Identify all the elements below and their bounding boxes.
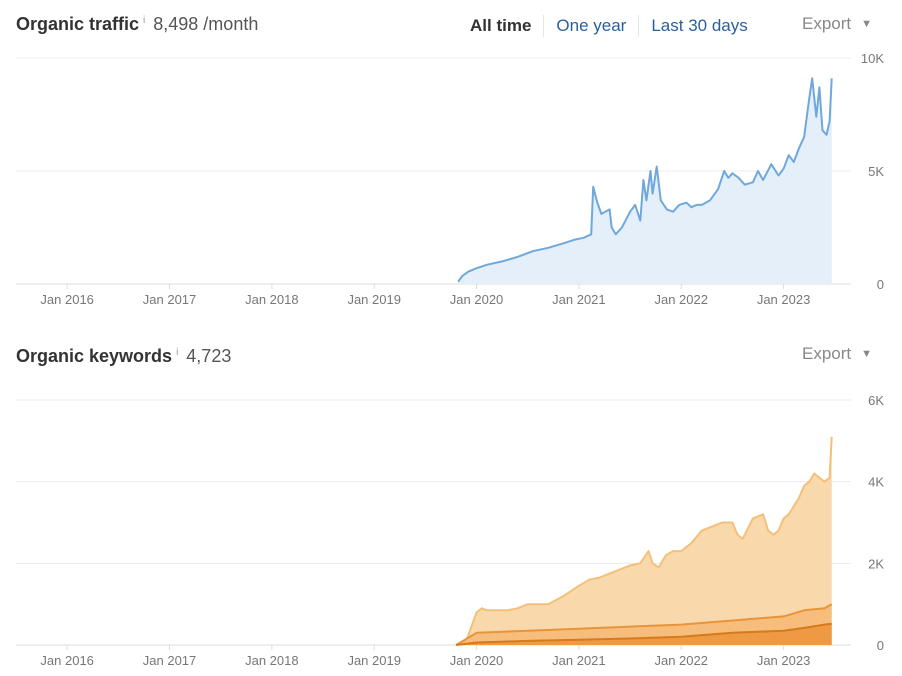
keywords-x-tick: Jan 2022: [654, 653, 708, 668]
keywords-info-icon[interactable]: i: [176, 346, 179, 358]
traffic-series-0-line: [457, 77, 833, 283]
keywords-series-0-line: [455, 436, 833, 646]
traffic-export-label: Export: [802, 14, 852, 33]
traffic-value: 8,498 /month: [153, 13, 259, 34]
traffic-y-tick: 10K: [861, 51, 884, 66]
tab-all-time[interactable]: All time: [470, 16, 532, 35]
traffic-info-icon[interactable]: i: [143, 14, 146, 26]
traffic-x-tick: Jan 2022: [654, 292, 708, 307]
traffic-x-tick: Jan 2019: [347, 292, 401, 307]
keywords-x-tick: Jan 2020: [450, 653, 504, 668]
traffic-x-tick: Jan 2021: [552, 292, 606, 307]
traffic-title: Organic traffic: [16, 13, 140, 34]
traffic-y-tick: 5K: [868, 164, 884, 179]
traffic-x-tick: Jan 2023: [757, 292, 811, 307]
traffic-series-0-area: [458, 78, 832, 284]
keywords-y-tick: 4K: [868, 475, 884, 490]
keywords-value: 4,723: [186, 345, 232, 366]
keywords-y-tick: 0: [877, 638, 884, 653]
keywords-x-tick: Jan 2023: [757, 653, 811, 668]
keywords-x-tick: Jan 2016: [40, 653, 94, 668]
traffic-x-tick: Jan 2018: [245, 292, 299, 307]
traffic-chart: 0 5K 10K Jan 2016 Jan 2017 Jan 2018 Jan 2019 Ja…: [16, 51, 884, 307]
traffic-y-tick: 0: [877, 277, 884, 292]
keywords-series-0-area: [456, 436, 832, 645]
keywords-x-tick: Jan 2017: [143, 653, 197, 668]
keywords-x-tick: Jan 2018: [245, 653, 299, 668]
keywords-series-2-area: [456, 623, 832, 645]
keywords-export-label: Export: [802, 344, 852, 363]
traffic-x-tick: Jan 2020: [450, 292, 504, 307]
keywords-x-tick: Jan 2019: [347, 653, 401, 668]
keywords-export-button[interactable]: Export ▼: [802, 344, 872, 364]
traffic-export-button[interactable]: Export ▼: [802, 14, 872, 34]
keywords-series-1-line: [455, 603, 833, 646]
keywords-header: Organic keywords i 4,723: [16, 342, 231, 370]
keywords-y-tick: 6K: [868, 393, 884, 408]
keywords-title: Organic keywords: [16, 345, 173, 366]
tab-last-30-days[interactable]: Last 30 days: [638, 15, 759, 37]
chevron-down-icon: ▼: [861, 348, 873, 360]
tab-one-year[interactable]: One year: [543, 15, 638, 37]
chevron-down-icon: ▼: [861, 18, 873, 30]
keywords-series-2-line: [455, 622, 832, 646]
traffic-header: Organic traffic i 8,498 /month: [16, 10, 258, 38]
keywords-y-tick: 2K: [868, 556, 884, 571]
time-range-tabs: All time One year Last 30 days: [458, 12, 760, 40]
traffic-x-tick: Jan 2017: [143, 292, 197, 307]
traffic-x-tick: Jan 2016: [40, 292, 94, 307]
keywords-x-tick: Jan 2021: [552, 653, 606, 668]
